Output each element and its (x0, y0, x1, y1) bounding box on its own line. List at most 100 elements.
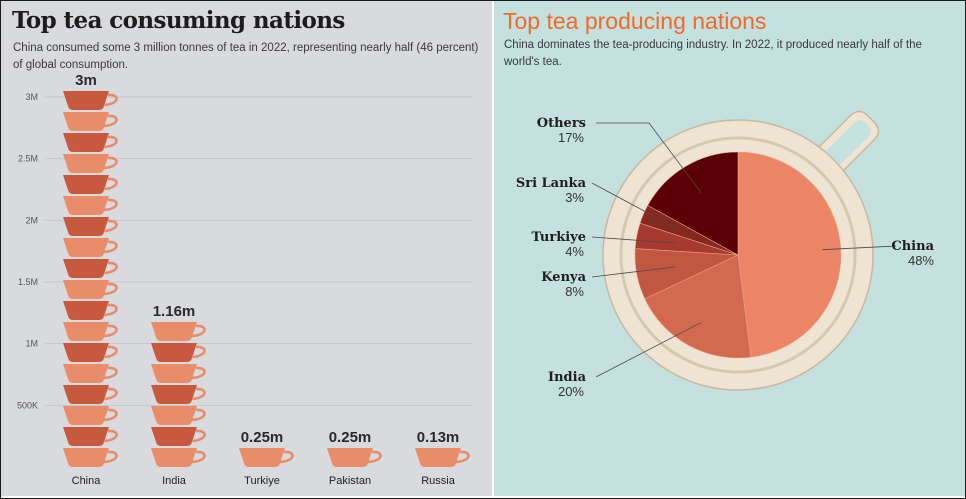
cup-handle (103, 135, 118, 149)
pie-label-name: China (891, 239, 934, 254)
cup-handle (191, 366, 206, 380)
leader-line (822, 245, 897, 251)
consumption-subtitle: China consumed some 3 million tonnes of … (13, 42, 479, 71)
cup-handle (455, 450, 470, 464)
data-label: 0.25m (241, 429, 284, 446)
y-tick-label: 1.5M (18, 277, 38, 287)
production-subtitle: China dominates the tea-producing indust… (504, 39, 922, 68)
cup-handle (191, 450, 206, 464)
x-tick-label: Pakistan (329, 475, 371, 487)
tea-cup (63, 175, 109, 194)
data-label: 3m (75, 72, 97, 89)
tea-cup (63, 364, 109, 383)
cup-handle (103, 387, 118, 401)
x-tick-label: Russia (421, 475, 456, 487)
cup-handle (103, 93, 118, 107)
cup-handle (103, 261, 118, 275)
tea-cup (63, 322, 109, 341)
cup-handle (103, 114, 118, 128)
pie-label-name: Kenya (541, 270, 586, 285)
tea-cup (151, 385, 197, 404)
tea-cup (151, 322, 197, 341)
cup-handle (367, 450, 382, 464)
consumption-panel: Top tea consuming nations China consumed… (1, 1, 492, 496)
cup-handle (103, 366, 118, 380)
cup-handle (191, 408, 206, 422)
cup-handle (191, 387, 206, 401)
bar-pakistan (327, 448, 382, 467)
tea-cup (63, 448, 109, 467)
leader-line (591, 236, 676, 244)
tea-cup (327, 448, 373, 467)
tea-cup (63, 427, 109, 446)
cup-handle (103, 345, 118, 359)
pie-label-value: 20% (558, 384, 584, 399)
leader-line (596, 122, 702, 194)
cup-handle (103, 429, 118, 443)
tea-cup (63, 406, 109, 425)
y-tick-label: 2M (25, 215, 38, 225)
tea-cup (63, 238, 109, 257)
pie-slice-others (647, 151, 739, 256)
cup-handle (191, 324, 206, 338)
pie-label-value: 17% (558, 130, 584, 145)
leader-line (591, 182, 677, 229)
consumption-cup-chart: 500K 1M 1.5M 2M 2.5M 3M 3m China 1.16m India 0.25m… (17, 72, 473, 487)
y-tick-label: 500K (17, 400, 38, 410)
consumption-title: Top tea consuming nations (12, 7, 345, 34)
tea-cup (151, 427, 197, 446)
cup-handle (103, 240, 118, 254)
cup-handle (103, 156, 118, 170)
pie-label-value: 4% (565, 244, 584, 259)
production-title: Top tea producing nations (503, 8, 767, 34)
tea-cup (63, 196, 109, 215)
tea-cup (151, 343, 197, 362)
bar-india (151, 322, 206, 467)
y-tick-label: 3M (25, 92, 38, 102)
cup-handle (103, 303, 118, 317)
tea-cup (63, 259, 109, 278)
pie-label-name: Others (537, 116, 586, 131)
tea-cup (63, 112, 109, 131)
tea-cup (415, 448, 461, 467)
pie-label-name: India (548, 370, 587, 385)
tea-cup (63, 301, 109, 320)
pie-label-value: 48% (908, 253, 934, 268)
cup-handle (279, 450, 294, 464)
tea-cup (63, 385, 109, 404)
cup-handle (103, 177, 118, 191)
tea-cup (151, 406, 197, 425)
data-label: 0.25m (329, 429, 372, 446)
tea-cup (63, 91, 109, 110)
tea-cup (63, 154, 109, 173)
cup-handle (191, 345, 206, 359)
cup-handle (103, 219, 118, 233)
y-tick-label: 2.5M (18, 154, 38, 164)
tea-cup (63, 280, 109, 299)
tea-cup (151, 364, 197, 383)
mug-inner-ring (619, 136, 857, 374)
cup-handle (103, 282, 118, 296)
leader-line (595, 322, 701, 378)
tea-cup (63, 133, 109, 152)
leader-line (591, 266, 676, 278)
cup-handle (191, 429, 206, 443)
tea-cup (63, 343, 109, 362)
data-label: 1.16m (153, 303, 196, 320)
cup-handle (103, 198, 118, 212)
cup-handle (103, 324, 118, 338)
data-label: 0.13m (417, 429, 460, 446)
x-tick-label: India (162, 475, 187, 487)
tea-cup (63, 217, 109, 236)
cup-handle (103, 408, 118, 422)
x-tick-label: China (72, 475, 102, 487)
tea-cup (151, 448, 197, 467)
x-tick-label: Turkiye (244, 475, 280, 487)
pie-label-value: 8% (565, 284, 584, 299)
bar-russia (415, 448, 470, 467)
pie-label-value: 3% (565, 190, 584, 205)
pie-label-name: Turkiye (531, 230, 586, 245)
pie-slice-india (644, 254, 752, 359)
production-panel: Top tea producing nations China dominate… (494, 1, 965, 496)
